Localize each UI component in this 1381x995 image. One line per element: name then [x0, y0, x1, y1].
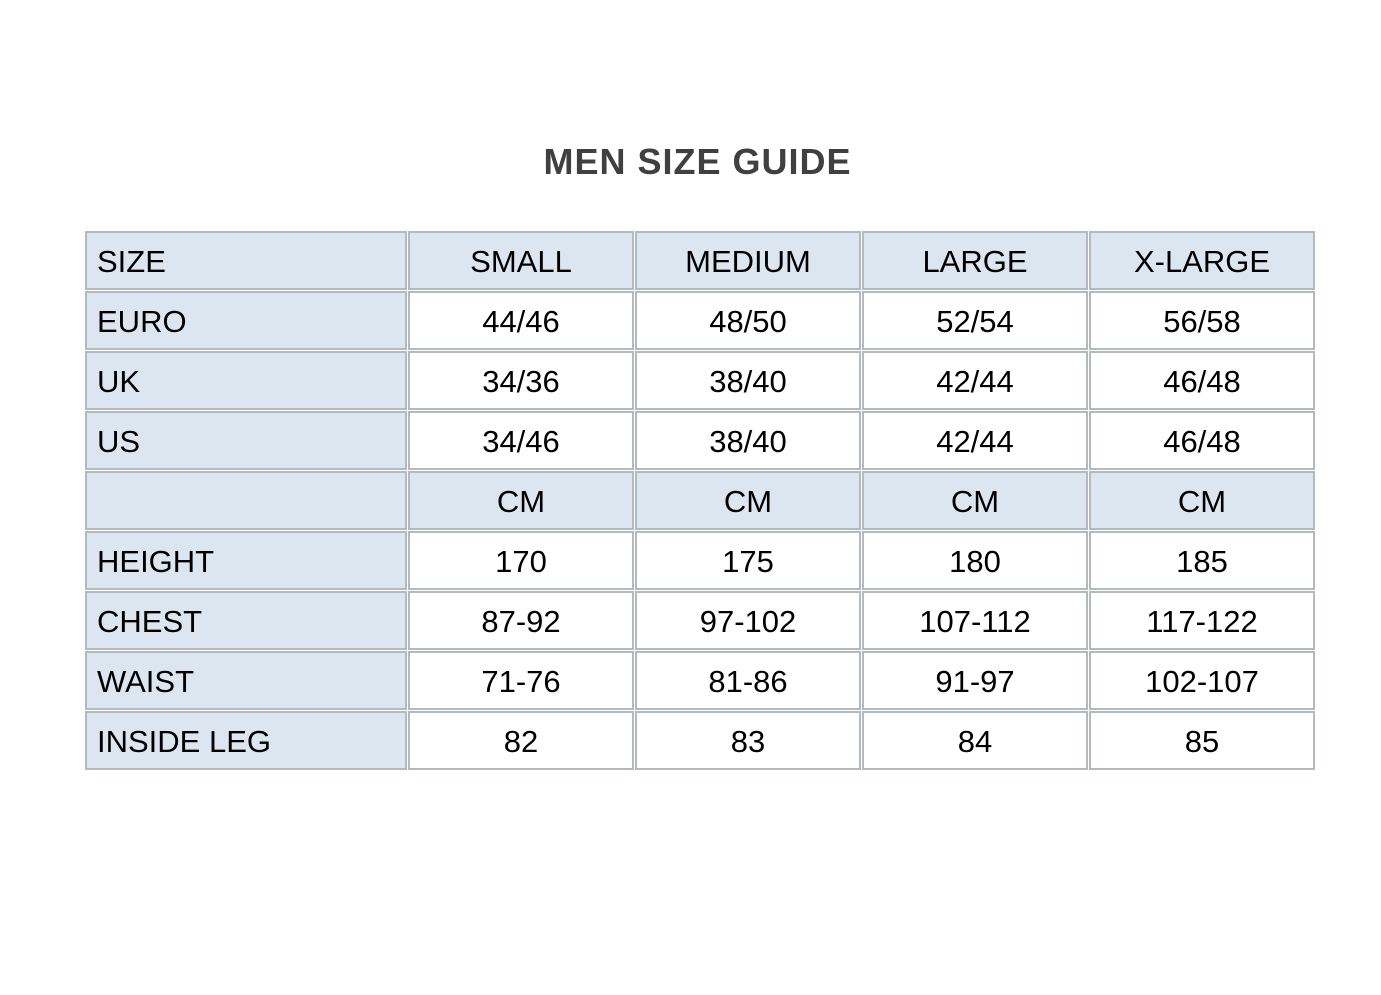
- value-cell: 81-86: [635, 651, 861, 710]
- value-cell: CM: [1089, 471, 1315, 530]
- column-header-xlarge: X-LARGE: [1089, 231, 1315, 290]
- row-height: HEIGHT 170 175 180 185: [85, 531, 1315, 590]
- value-cell: 34/46: [408, 411, 634, 470]
- value-cell: 84: [862, 711, 1088, 770]
- row-chest: CHEST 87-92 97-102 107-112 117-122: [85, 591, 1315, 650]
- row-label: HEIGHT: [85, 531, 407, 590]
- value-cell: 180: [862, 531, 1088, 590]
- value-cell: 175: [635, 531, 861, 590]
- column-header-medium: MEDIUM: [635, 231, 861, 290]
- value-cell: 117-122: [1089, 591, 1315, 650]
- value-cell: CM: [862, 471, 1088, 530]
- value-cell: 87-92: [408, 591, 634, 650]
- column-header-large: LARGE: [862, 231, 1088, 290]
- page-title: MEN SIZE GUIDE: [543, 141, 852, 182]
- value-cell: 52/54: [862, 291, 1088, 350]
- value-cell: 44/46: [408, 291, 634, 350]
- value-cell: 34/36: [408, 351, 634, 410]
- value-cell: 107-112: [862, 591, 1088, 650]
- row-waist: WAIST 71-76 81-86 91-97 102-107: [85, 651, 1315, 710]
- value-cell: 42/44: [862, 411, 1088, 470]
- value-cell: 56/58: [1089, 291, 1315, 350]
- row-label: WAIST: [85, 651, 407, 710]
- row-euro: EURO 44/46 48/50 52/54 56/58: [85, 291, 1315, 350]
- value-cell: 46/48: [1089, 411, 1315, 470]
- value-cell: 71-76: [408, 651, 634, 710]
- value-cell: 46/48: [1089, 351, 1315, 410]
- row-label: INSIDE LEG: [85, 711, 407, 770]
- value-cell: 97-102: [635, 591, 861, 650]
- value-cell: 38/40: [635, 351, 861, 410]
- row-label: UK: [85, 351, 407, 410]
- value-cell: CM: [408, 471, 634, 530]
- value-cell: 82: [408, 711, 634, 770]
- row-label: EURO: [85, 291, 407, 350]
- row-label: US: [85, 411, 407, 470]
- value-cell: 102-107: [1089, 651, 1315, 710]
- row-us: US 34/46 38/40 42/44 46/48: [85, 411, 1315, 470]
- value-cell: 83: [635, 711, 861, 770]
- value-cell: 91-97: [862, 651, 1088, 710]
- row-label: CHEST: [85, 591, 407, 650]
- column-header-small: SMALL: [408, 231, 634, 290]
- row-uk: UK 34/36 38/40 42/44 46/48: [85, 351, 1315, 410]
- header-row: SIZE SMALL MEDIUM LARGE X-LARGE: [85, 231, 1315, 290]
- value-cell: 170: [408, 531, 634, 590]
- value-cell: CM: [635, 471, 861, 530]
- row-label: [85, 471, 407, 530]
- row-cm-units: CM CM CM CM: [85, 471, 1315, 530]
- value-cell: 48/50: [635, 291, 861, 350]
- value-cell: 42/44: [862, 351, 1088, 410]
- size-guide-table: SIZE SMALL MEDIUM LARGE X-LARGE EURO 44/…: [84, 230, 1316, 771]
- column-header-size: SIZE: [85, 231, 407, 290]
- value-cell: 85: [1089, 711, 1315, 770]
- row-inside-leg: INSIDE LEG 82 83 84 85: [85, 711, 1315, 770]
- value-cell: 38/40: [635, 411, 861, 470]
- value-cell: 185: [1089, 531, 1315, 590]
